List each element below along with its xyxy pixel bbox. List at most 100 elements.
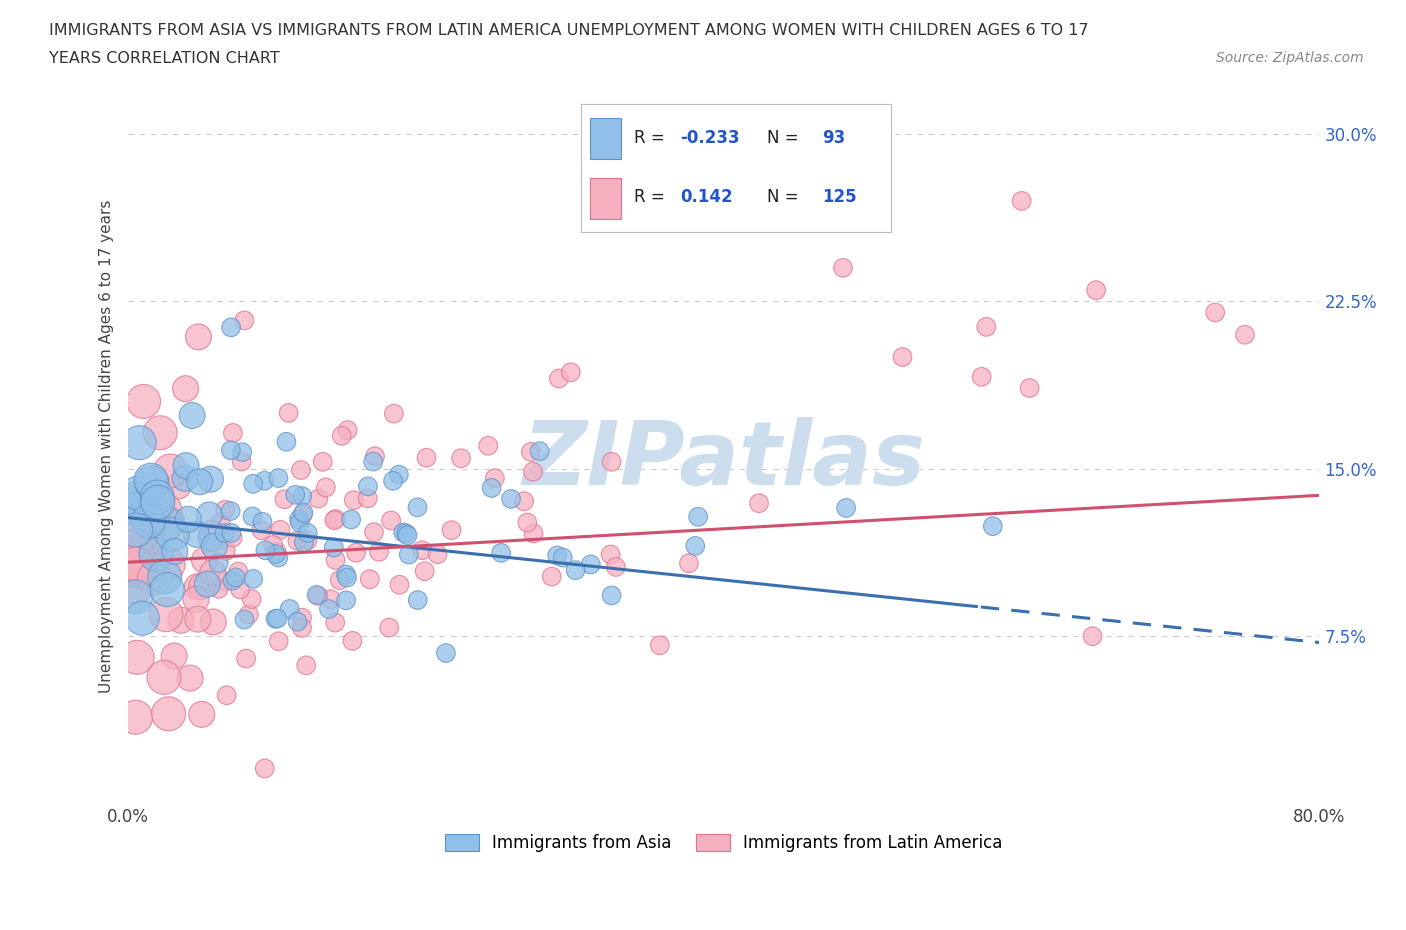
Text: IMMIGRANTS FROM ASIA VS IMMIGRANTS FROM LATIN AMERICA UNEMPLOYMENT AMONG WOMEN W: IMMIGRANTS FROM ASIA VS IMMIGRANTS FROM … xyxy=(49,23,1088,38)
Point xyxy=(450,451,472,466)
Point xyxy=(342,633,364,648)
Point xyxy=(599,547,621,562)
Point xyxy=(344,545,367,560)
Point xyxy=(1081,629,1104,644)
Point xyxy=(264,611,287,626)
Point xyxy=(1011,193,1033,208)
Point xyxy=(219,320,242,335)
Point xyxy=(287,614,309,629)
Point xyxy=(290,462,312,477)
Point xyxy=(238,607,260,622)
Point xyxy=(215,544,238,559)
Point xyxy=(335,567,357,582)
Point xyxy=(125,539,148,554)
Point xyxy=(231,454,253,469)
Point xyxy=(382,406,405,421)
Point xyxy=(683,216,706,231)
Point xyxy=(186,579,208,594)
Point xyxy=(564,563,586,578)
Text: YEARS CORRELATION CHART: YEARS CORRELATION CHART xyxy=(49,51,280,66)
Point xyxy=(315,480,337,495)
Point xyxy=(688,510,710,525)
Point xyxy=(264,547,287,562)
Point xyxy=(214,502,236,517)
Point xyxy=(516,515,538,530)
Point xyxy=(207,581,229,596)
Point xyxy=(363,525,385,539)
Point xyxy=(267,550,290,565)
Point xyxy=(127,563,149,578)
Point xyxy=(266,611,288,626)
Point xyxy=(1085,283,1108,298)
Point xyxy=(202,615,225,630)
Point xyxy=(214,574,236,589)
Point xyxy=(155,607,177,622)
Point xyxy=(162,526,184,541)
Point xyxy=(153,503,176,518)
Point xyxy=(406,499,429,514)
Point xyxy=(382,473,405,488)
Point xyxy=(174,381,197,396)
Text: ZIPatlas: ZIPatlas xyxy=(523,417,925,504)
Point xyxy=(125,590,148,604)
Point xyxy=(125,552,148,567)
Point xyxy=(291,620,314,635)
Point xyxy=(513,494,536,509)
Point xyxy=(146,490,169,505)
Point xyxy=(200,531,222,546)
Point xyxy=(1233,327,1256,342)
Point xyxy=(325,512,347,526)
Point xyxy=(138,497,160,512)
Point xyxy=(323,615,346,630)
Point xyxy=(225,570,247,585)
Point xyxy=(179,671,201,685)
Point xyxy=(1018,380,1040,395)
Point xyxy=(307,491,329,506)
Point xyxy=(141,538,163,553)
Point xyxy=(529,444,551,458)
Point xyxy=(195,577,218,591)
Point xyxy=(208,556,231,571)
Point xyxy=(291,507,314,522)
Point xyxy=(167,479,190,494)
Point xyxy=(266,544,288,559)
Point xyxy=(153,569,176,584)
Point xyxy=(540,569,562,584)
Point xyxy=(127,485,149,500)
Point xyxy=(357,479,380,494)
Point xyxy=(125,579,148,594)
Y-axis label: Unemployment Among Women with Children Ages 6 to 17 years: Unemployment Among Women with Children A… xyxy=(100,200,114,693)
Point xyxy=(125,497,148,512)
Point xyxy=(159,463,181,478)
Point xyxy=(415,450,437,465)
Point xyxy=(295,658,318,672)
Point xyxy=(170,613,193,628)
Point xyxy=(128,435,150,450)
Point xyxy=(187,612,209,627)
Point xyxy=(974,319,997,334)
Point xyxy=(560,365,582,379)
Point xyxy=(262,538,284,552)
Point xyxy=(307,589,329,604)
Point xyxy=(685,538,707,553)
Point xyxy=(125,710,148,724)
Point xyxy=(221,530,243,545)
Point xyxy=(184,591,207,606)
Point xyxy=(125,556,148,571)
Point xyxy=(125,523,148,538)
Point xyxy=(291,610,314,625)
Point xyxy=(330,429,353,444)
Point xyxy=(163,544,186,559)
Point xyxy=(157,707,180,722)
Point xyxy=(981,519,1004,534)
Point xyxy=(322,540,344,555)
Point xyxy=(273,492,295,507)
Point xyxy=(343,493,366,508)
Point xyxy=(209,515,232,530)
Point xyxy=(335,593,357,608)
Point xyxy=(411,543,433,558)
Point xyxy=(277,405,299,420)
Point xyxy=(186,527,208,542)
Point xyxy=(489,545,512,560)
Point xyxy=(477,438,499,453)
